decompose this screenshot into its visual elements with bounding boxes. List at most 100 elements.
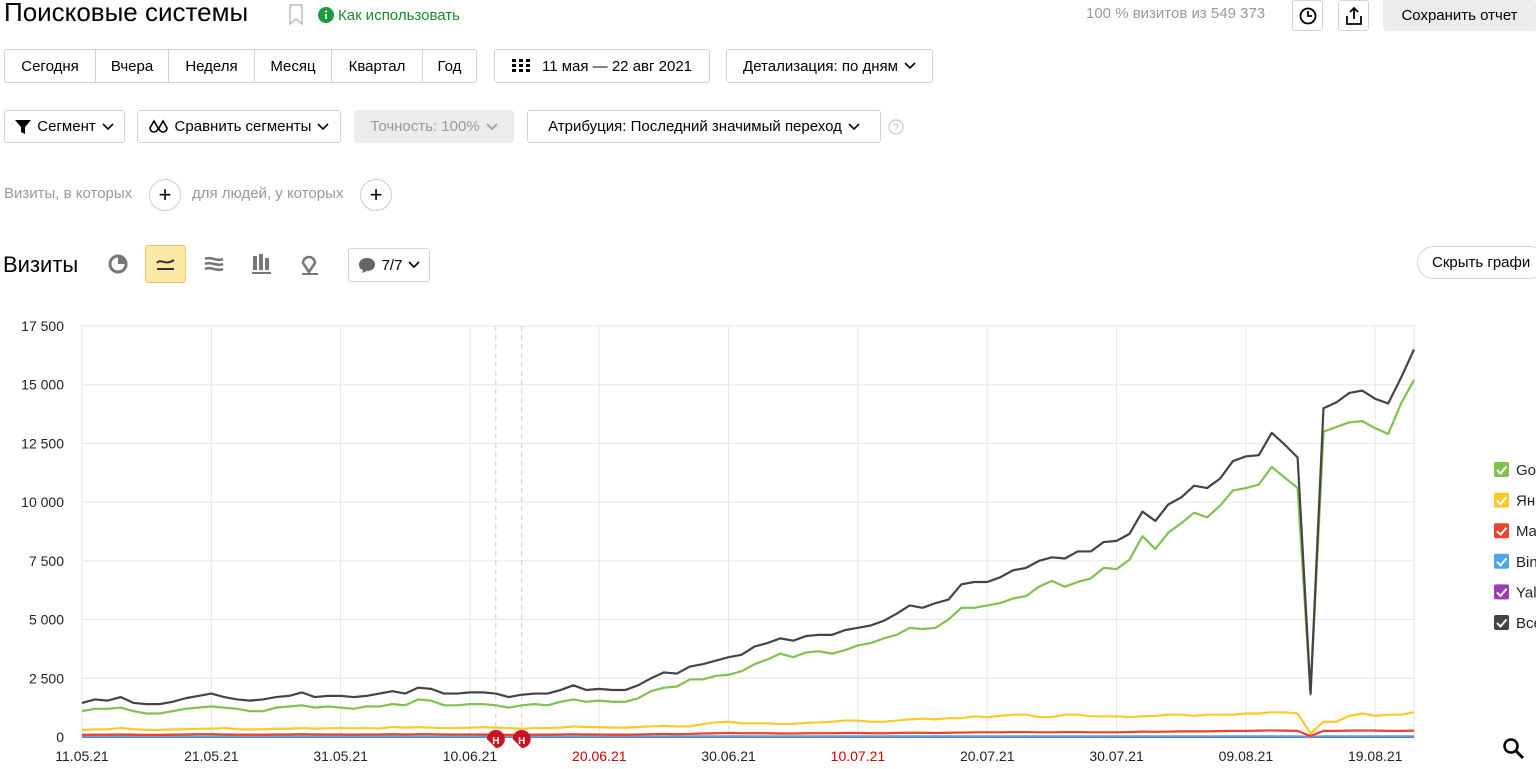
annotation-label: Н [518, 736, 525, 747]
compare-label: Сравнить сегменты [174, 118, 312, 135]
period-button[interactable]: Год [422, 49, 477, 83]
y-tick-label: 17 500 [21, 318, 64, 334]
segment-label: Сегмент [37, 118, 96, 135]
annotation-label: Н [492, 736, 499, 747]
compare-dropdown[interactable]: Сравнить сегменты [137, 110, 341, 143]
legend-label: Ma [1516, 523, 1536, 540]
bar-view-icon[interactable] [251, 253, 273, 275]
period-button[interactable]: Сегодня [4, 49, 95, 83]
x-tick-label: 30.07.21 [1089, 748, 1144, 764]
chart: 0 2 500 5 000 7 500 10 000 12 500 15 000 17 500… [21, 318, 1536, 764]
series-line [81, 349, 1415, 706]
export-button[interactable] [1338, 0, 1369, 31]
series-line [81, 711, 1415, 735]
people-condition-label: для людей, у которых [192, 185, 344, 202]
period-button[interactable]: Месяц [254, 49, 331, 83]
export-icon [1345, 6, 1362, 25]
chevron [904, 62, 916, 70]
legend-label: Все [1516, 615, 1536, 632]
add-people-condition[interactable]: + [360, 179, 392, 211]
legend-check [1496, 465, 1508, 475]
chevron [848, 122, 860, 130]
bookmark-icon[interactable] [288, 4, 304, 26]
x-tick-label: 10.07.21 [831, 748, 886, 764]
hide-chart-button[interactable]: Скрыть графи [1417, 246, 1536, 279]
add-visit-condition[interactable]: + [149, 179, 181, 211]
clock-icon [1299, 7, 1316, 24]
svg-text:?: ? [893, 123, 899, 134]
period-button[interactable]: Вчера [95, 49, 168, 83]
y-tick-label: 12 500 [21, 435, 64, 451]
x-tick-label: 21.05.21 [184, 748, 239, 764]
visits-info: 100 % визитов из 549 373 [1086, 5, 1266, 22]
calendar-icon [511, 59, 530, 72]
period-button[interactable]: Неделя [168, 49, 254, 83]
date-range-label: 11 мая — 22 авг 2021 [541, 57, 693, 75]
line-view-icon [156, 259, 175, 270]
x-tick-label: 11.05.21 [55, 748, 109, 764]
help-link[interactable]: Как использовать [338, 7, 460, 24]
comment-icon [358, 258, 375, 273]
x-tick-label: 09.08.21 [1219, 748, 1274, 764]
line-view-button[interactable] [145, 245, 186, 283]
x-tick-label: 20.07.21 [960, 748, 1015, 764]
segment-dropdown[interactable]: Сегмент [4, 110, 125, 143]
plot-border [81, 325, 1415, 738]
period-button[interactable]: Квартал [331, 49, 422, 83]
drops-icon [148, 118, 168, 133]
metric-title: Визиты [3, 252, 79, 277]
info-icon [318, 7, 334, 23]
x-tick-label: 31.05.21 [313, 748, 368, 764]
legend-check [1496, 618, 1508, 628]
chevron [408, 261, 420, 269]
search-icon[interactable] [1502, 737, 1526, 761]
accuracy-label: Точность: 100% [370, 118, 480, 135]
pie-view-icon[interactable] [108, 254, 128, 274]
legend-check [1496, 557, 1508, 567]
annotation-marker [486, 730, 505, 748]
series-line [82, 735, 1414, 738]
filter-icon [15, 119, 32, 134]
notes-dropdown[interactable]: 7/7 [348, 248, 430, 282]
legend-check [1496, 527, 1508, 537]
x-tick-label: 30.06.21 [701, 748, 756, 764]
legend-checkbox [1494, 615, 1509, 630]
chevron [102, 122, 114, 130]
legend-checkbox [1494, 523, 1509, 539]
page-title: Поисковые системы [4, 0, 249, 27]
attribution-label: Атрибуция: Последний значимый переход [548, 118, 842, 135]
y-tick-label: 15 000 [21, 377, 64, 393]
y-tick-label: 10 000 [21, 494, 64, 510]
legend-check [1496, 496, 1508, 506]
attribution-dropdown[interactable]: Атрибуция: Последний значимый переход [527, 110, 881, 143]
legend-label: Ян [1516, 493, 1535, 510]
help-icon[interactable]: ? [888, 119, 904, 135]
y-tick-label: 5 000 [29, 612, 64, 628]
legend-label: Go [1516, 462, 1536, 479]
chevron [317, 122, 330, 130]
y-tick-label: 2 500 [29, 670, 64, 686]
legend-label: Yal [1516, 584, 1536, 601]
date-range-button[interactable]: 11 мая — 22 авг 2021 [494, 49, 710, 83]
detail-label: Детализация: по дням [743, 57, 898, 75]
legend-label: Bin [1516, 554, 1536, 571]
detail-dropdown[interactable]: Детализация: по дням [726, 49, 933, 83]
chevron [486, 122, 498, 130]
history-button[interactable] [1292, 0, 1323, 31]
legend-checkbox [1494, 553, 1509, 569]
series-line [81, 379, 1415, 715]
legend-checkbox [1494, 584, 1509, 600]
y-tick-label: 7 500 [29, 553, 64, 569]
series-line [81, 729, 1415, 738]
x-tick-label: 19.08.21 [1348, 748, 1403, 764]
x-tick-label: 10.06.21 [443, 748, 498, 764]
save-report-button[interactable]: Сохранить отчет [1383, 0, 1536, 31]
accuracy-dropdown: Точность: 100% [354, 110, 514, 143]
area-view-icon[interactable] [203, 254, 225, 274]
visits-condition-label: Визиты, в которых [4, 185, 133, 202]
legend-checkbox [1494, 462, 1509, 477]
legend-checkbox [1494, 492, 1509, 508]
map-view-icon[interactable] [299, 252, 321, 276]
legend-check [1496, 588, 1508, 598]
